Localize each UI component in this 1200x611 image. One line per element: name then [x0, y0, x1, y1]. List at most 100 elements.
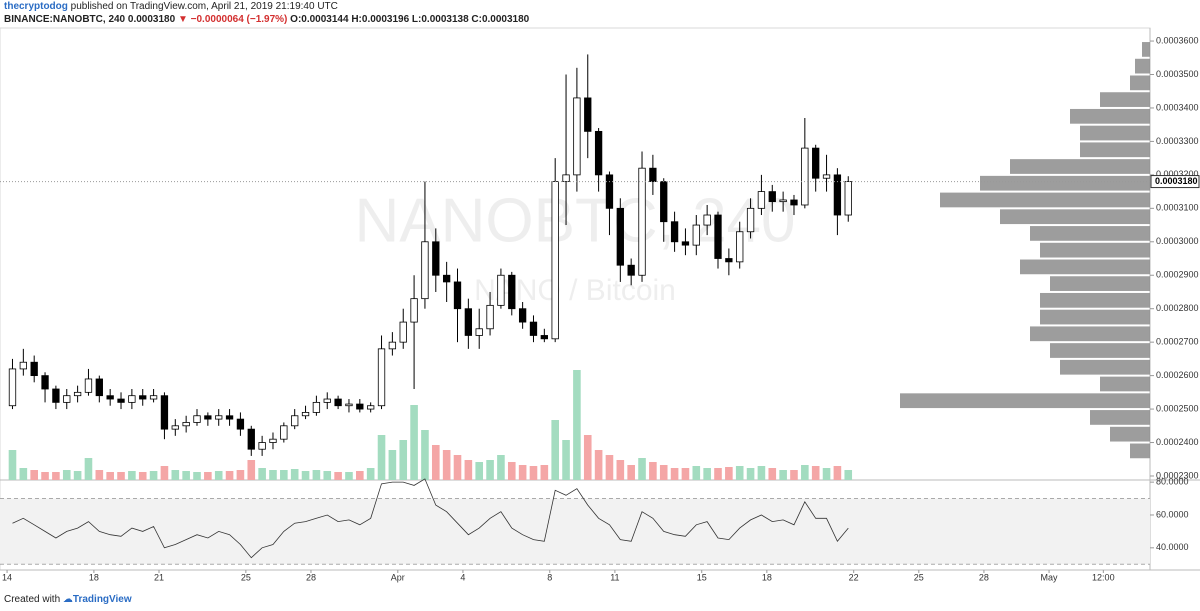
volume-bar	[334, 472, 342, 480]
candle-body	[19, 361, 27, 370]
candle-body	[236, 418, 245, 430]
volume-bar	[106, 472, 114, 480]
author[interactable]: thecryptodog	[4, 1, 68, 12]
volume-bar	[399, 440, 408, 480]
volume-bar	[714, 468, 722, 480]
volume-profile-bar	[1142, 42, 1150, 57]
volume-bar	[431, 445, 440, 480]
candle-body	[258, 442, 266, 450]
candle-body	[475, 328, 483, 336]
volume-bar	[790, 470, 798, 480]
candle-body	[529, 321, 538, 336]
x-tick-label: 15	[697, 572, 707, 582]
volume-bar	[453, 455, 462, 480]
candle-body	[63, 395, 71, 403]
volume-bar	[247, 460, 256, 480]
volume-bar	[269, 470, 277, 480]
candle-body	[399, 321, 407, 343]
candle-body	[117, 398, 125, 403]
volume-bar	[366, 468, 375, 480]
brand[interactable]: TradingView	[72, 594, 132, 605]
candle-body	[627, 264, 635, 276]
volume-bar	[117, 472, 125, 480]
volume-bar	[30, 470, 38, 480]
candle-body	[497, 274, 505, 306]
candle-body	[660, 181, 668, 223]
candle-body	[649, 167, 657, 182]
volume-profile-bar	[1040, 292, 1150, 308]
volume-bar	[725, 467, 733, 480]
volume-profile-bar	[1030, 326, 1150, 342]
volume-bar	[312, 470, 321, 480]
candle-body	[594, 130, 603, 176]
candle-body	[518, 308, 527, 323]
volume-bar	[768, 468, 777, 480]
volume-bar	[583, 435, 592, 480]
candle-body	[41, 375, 49, 390]
rsi-tick-label: 80.0000	[1156, 477, 1189, 487]
volume-bar	[659, 465, 668, 480]
volume-bar	[356, 471, 364, 480]
volume-profile-bar	[1060, 359, 1150, 375]
change: ▼ −0.0000064 (−1.97%)	[177, 14, 288, 25]
volume-profile-bar	[1040, 242, 1150, 258]
x-tick-label: May	[1041, 572, 1059, 582]
candle-body	[670, 221, 679, 243]
rsi-tick-label: 60.0000	[1156, 509, 1189, 519]
volume-bar	[258, 468, 266, 480]
candle-body	[269, 438, 277, 443]
candle-body	[73, 391, 82, 397]
volume-bar	[214, 471, 223, 480]
footer: Created with ☁TradingView	[4, 594, 132, 605]
candle-body	[106, 395, 114, 400]
y-tick-label: 0.0002400	[1156, 437, 1199, 447]
volume-bar	[746, 468, 755, 480]
volume-bar	[84, 458, 93, 480]
volume-bar	[442, 450, 451, 480]
logo: ☁	[62, 594, 73, 605]
y-tick-label: 0.0002500	[1156, 403, 1199, 413]
volume-profile-bar	[1000, 209, 1150, 225]
y-tick-label: 0.0002700	[1156, 337, 1199, 347]
candle-body	[345, 403, 353, 407]
candle-body	[638, 167, 646, 276]
candle-body	[714, 214, 722, 259]
y-tick-label: 0.0003400	[1156, 102, 1199, 112]
volume-bar	[703, 468, 711, 480]
y-tick-label: 0.0003300	[1156, 136, 1199, 146]
candle-body	[486, 304, 494, 330]
volume-bar	[507, 462, 516, 480]
volume-profile-bar	[1080, 125, 1150, 141]
volume-bar	[811, 466, 820, 480]
volume-profile-bar	[1020, 259, 1150, 275]
publish-line: thecryptodog published on TradingView.co…	[4, 1, 338, 12]
volume-bar	[529, 466, 538, 480]
volume-bar	[62, 470, 71, 480]
x-tick-label: 28	[979, 572, 989, 582]
rsi-band	[0, 498, 1150, 565]
volume-bar	[204, 472, 212, 480]
volume-bar	[486, 460, 494, 480]
candle-body	[8, 368, 17, 407]
volume-bar	[562, 440, 570, 480]
candle-body	[388, 341, 397, 350]
volume-bar	[616, 460, 625, 480]
y-tick-label: 0.0003100	[1156, 203, 1199, 213]
x-tick-label: 18	[762, 572, 772, 582]
x-tick-label: 8	[547, 572, 552, 582]
x-tick-label: 12:00	[1092, 572, 1115, 582]
volume-bar	[41, 472, 49, 480]
candle-body	[301, 412, 310, 417]
candle-body	[421, 241, 429, 300]
volume-bar	[497, 455, 505, 480]
volume-bar	[627, 465, 635, 480]
y-tick-label: 0.0003500	[1156, 69, 1199, 79]
x-tick-label: 28	[306, 572, 316, 582]
candle-body	[844, 181, 852, 216]
volume-bar	[301, 471, 310, 480]
candle-body	[30, 361, 38, 377]
volume-profile-bar	[1050, 276, 1150, 291]
volume-bar	[692, 466, 701, 480]
volume-bar	[171, 470, 180, 480]
candle-body	[84, 378, 93, 393]
